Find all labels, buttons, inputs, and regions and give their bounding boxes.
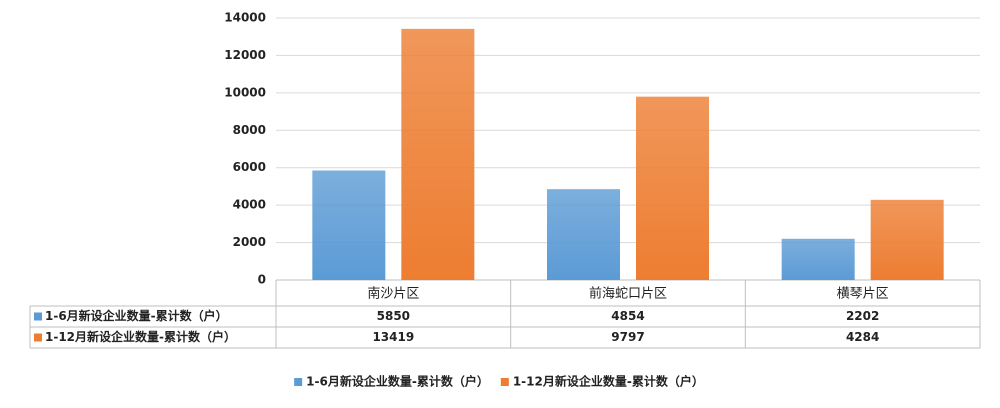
bar (870, 199, 944, 280)
y-tick-label: 14000 (224, 11, 266, 25)
y-tick-label: 12000 (224, 48, 266, 62)
legend-label: 1-6月新设企业数量-累计数（户） (306, 374, 489, 389)
legend-key (500, 378, 509, 386)
table-row-label: 1-6月新设企业数量-累计数（户） (45, 308, 228, 323)
bar (547, 189, 620, 280)
table-value: 4854 (611, 309, 644, 323)
y-tick-label: 0 (258, 273, 266, 287)
legend-key (294, 378, 303, 386)
y-tick-label: 10000 (224, 85, 266, 99)
table-value: 9797 (611, 330, 644, 344)
bar (401, 28, 475, 280)
bar (636, 96, 709, 280)
bar (781, 238, 855, 280)
table-value: 13419 (372, 330, 414, 344)
bar (312, 170, 386, 280)
x-tick-label: 前海蛇口片区 (589, 286, 667, 302)
y-tick-label: 8000 (233, 123, 266, 137)
table-value: 2202 (846, 309, 879, 323)
table-legend-key (34, 312, 42, 321)
table-value: 5850 (377, 309, 410, 323)
table-legend-key (34, 333, 42, 342)
legend-label: 1-12月新设企业数量-累计数（户） (513, 374, 704, 389)
table-row-label: 1-12月新设企业数量-累计数（户） (45, 329, 236, 344)
x-tick-label: 横琴片区 (837, 287, 889, 302)
y-tick-label: 2000 (233, 235, 266, 249)
y-tick-label: 6000 (233, 160, 266, 174)
x-tick-label: 南沙片区 (367, 286, 419, 302)
y-tick-label: 4000 (233, 198, 266, 212)
table-value: 4284 (846, 330, 879, 344)
